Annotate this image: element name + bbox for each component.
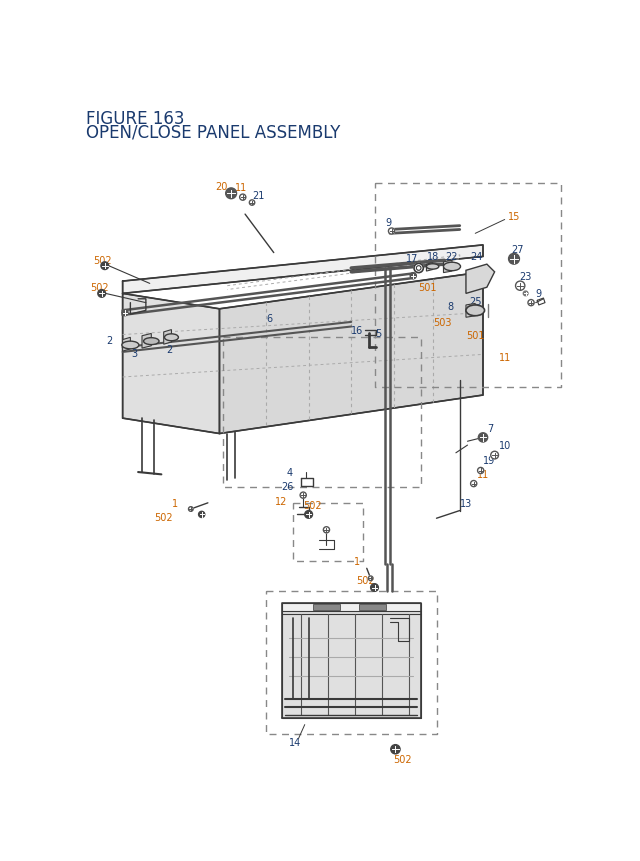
Polygon shape: [220, 273, 483, 434]
Circle shape: [101, 263, 109, 270]
Polygon shape: [282, 611, 421, 615]
Circle shape: [368, 576, 373, 581]
Text: 6: 6: [267, 313, 273, 324]
Text: 5: 5: [375, 329, 381, 339]
Polygon shape: [123, 294, 220, 434]
Circle shape: [516, 282, 525, 291]
Text: 21: 21: [252, 190, 264, 201]
Text: 3: 3: [131, 349, 138, 358]
Polygon shape: [426, 263, 433, 272]
Text: 503: 503: [433, 318, 452, 327]
Text: 501: 501: [418, 283, 436, 293]
Polygon shape: [359, 604, 386, 610]
Text: 12: 12: [275, 497, 288, 507]
Text: 18: 18: [426, 252, 439, 262]
Text: 7: 7: [488, 424, 494, 434]
Circle shape: [371, 584, 378, 592]
Text: 20: 20: [215, 182, 227, 191]
Text: 16: 16: [351, 325, 364, 335]
Text: 22: 22: [445, 252, 458, 262]
Circle shape: [491, 452, 499, 460]
Circle shape: [478, 433, 488, 443]
Text: 502: 502: [303, 500, 322, 511]
Polygon shape: [123, 245, 483, 294]
Ellipse shape: [143, 338, 159, 345]
Ellipse shape: [426, 264, 439, 269]
Text: 17: 17: [406, 254, 418, 263]
Text: 502: 502: [154, 512, 173, 522]
Circle shape: [122, 310, 128, 316]
Circle shape: [391, 745, 400, 754]
Circle shape: [528, 300, 534, 307]
Text: 502: 502: [93, 256, 112, 266]
Text: 25: 25: [469, 297, 481, 307]
Text: 9: 9: [385, 218, 392, 227]
Text: 13: 13: [460, 499, 472, 508]
Text: 26: 26: [282, 481, 294, 492]
Text: 10: 10: [499, 441, 511, 450]
Circle shape: [509, 254, 520, 265]
Text: 501: 501: [466, 331, 484, 341]
Text: 1: 1: [172, 499, 179, 508]
Text: OPEN/CLOSE PANEL ASSEMBLY: OPEN/CLOSE PANEL ASSEMBLY: [86, 123, 340, 141]
Ellipse shape: [444, 263, 461, 271]
Text: 24: 24: [470, 252, 483, 262]
Text: 14: 14: [289, 737, 301, 746]
Text: 502: 502: [393, 754, 412, 765]
Text: FIGURE 163: FIGURE 163: [86, 109, 185, 127]
Circle shape: [477, 468, 484, 474]
Polygon shape: [466, 304, 476, 318]
Polygon shape: [142, 334, 151, 349]
Circle shape: [470, 481, 477, 487]
Circle shape: [198, 511, 205, 517]
Circle shape: [239, 195, 246, 201]
Text: 11: 11: [477, 469, 489, 479]
Circle shape: [98, 290, 106, 298]
Circle shape: [323, 527, 330, 533]
Polygon shape: [282, 604, 421, 611]
Text: 9: 9: [536, 289, 542, 299]
Circle shape: [250, 201, 255, 206]
Polygon shape: [282, 615, 421, 719]
Text: 2: 2: [166, 344, 172, 355]
Polygon shape: [164, 331, 172, 344]
Ellipse shape: [466, 306, 484, 316]
Polygon shape: [444, 261, 452, 273]
Ellipse shape: [122, 342, 139, 350]
Text: 4: 4: [286, 468, 292, 478]
Text: 15: 15: [508, 212, 520, 222]
Circle shape: [226, 189, 237, 200]
Text: 23: 23: [520, 271, 532, 282]
Ellipse shape: [164, 334, 179, 341]
Text: 27: 27: [511, 245, 524, 255]
Text: 2: 2: [106, 335, 113, 345]
Circle shape: [300, 492, 307, 499]
Text: 19: 19: [483, 456, 495, 466]
Text: 502: 502: [356, 575, 374, 585]
Circle shape: [414, 264, 423, 273]
Circle shape: [388, 229, 395, 235]
Text: 11: 11: [499, 352, 511, 362]
Circle shape: [410, 273, 417, 280]
Text: 11: 11: [235, 183, 247, 193]
Circle shape: [305, 511, 312, 518]
Polygon shape: [466, 265, 495, 294]
Polygon shape: [123, 338, 131, 352]
Text: 502: 502: [90, 283, 109, 293]
Text: 8: 8: [447, 302, 454, 313]
Circle shape: [524, 292, 528, 296]
Polygon shape: [312, 604, 340, 610]
Text: 1: 1: [355, 557, 360, 567]
Circle shape: [189, 507, 193, 511]
